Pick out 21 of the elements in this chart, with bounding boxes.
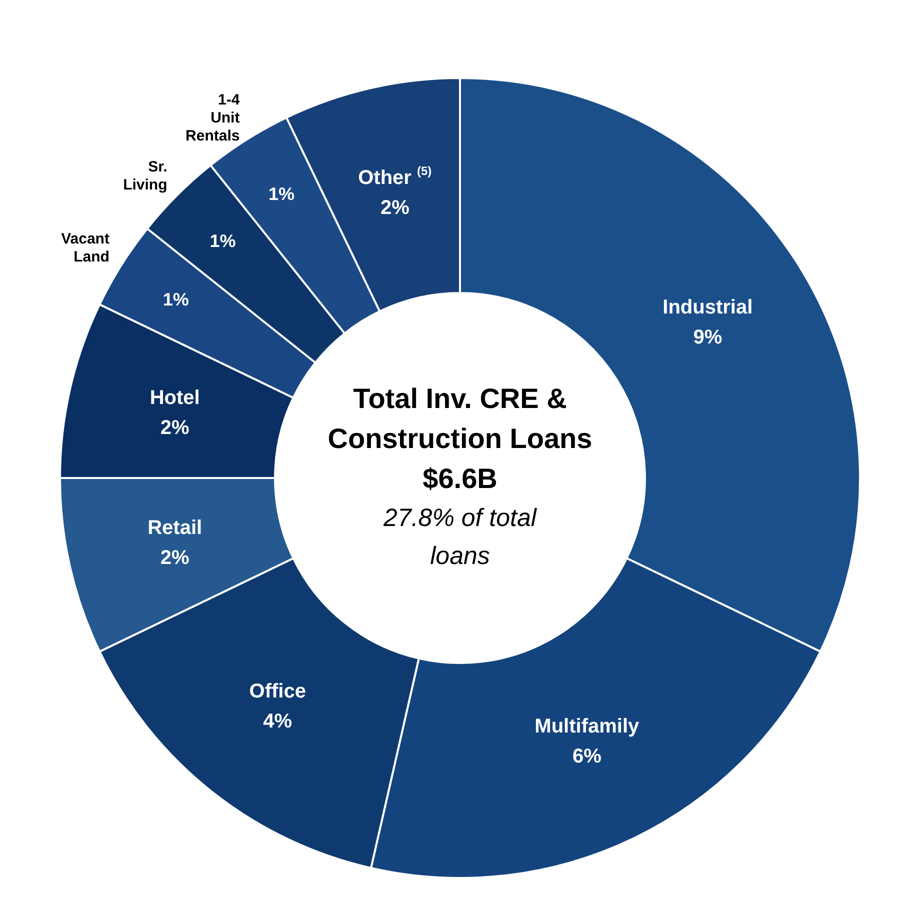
- text: 27.8% of total loans: [382, 504, 538, 570]
- slice-label: Retail: [148, 517, 202, 540]
- data-label: 1%: [210, 230, 236, 251]
- slice-label: Sr. Living: [123, 158, 168, 193]
- data-label: 4%: [263, 710, 292, 733]
- slice-label: Industrial: [662, 296, 753, 318]
- data-label: 6%: [572, 746, 602, 768]
- slice-label: Office: [249, 680, 306, 703]
- data-label: 1%: [162, 290, 189, 310]
- slice-label: Hotel: [150, 386, 200, 409]
- text: Total Inv. CRE & Construction Loans: [328, 382, 592, 454]
- data-label: 1%: [268, 184, 295, 204]
- slice-label: 1-4 Unit Rentals: [186, 90, 240, 144]
- slice-label: Vacant Land: [61, 230, 110, 266]
- data-label: 2%: [160, 416, 190, 439]
- data-label: 9%: [693, 326, 722, 348]
- data-label: 2%: [380, 196, 410, 219]
- slice-label: Multifamily: [534, 716, 640, 738]
- slice-label: Other $^{(5)}$: [358, 164, 432, 189]
- data-label: 2%: [160, 547, 190, 570]
- text: $6.6B: [422, 462, 498, 494]
